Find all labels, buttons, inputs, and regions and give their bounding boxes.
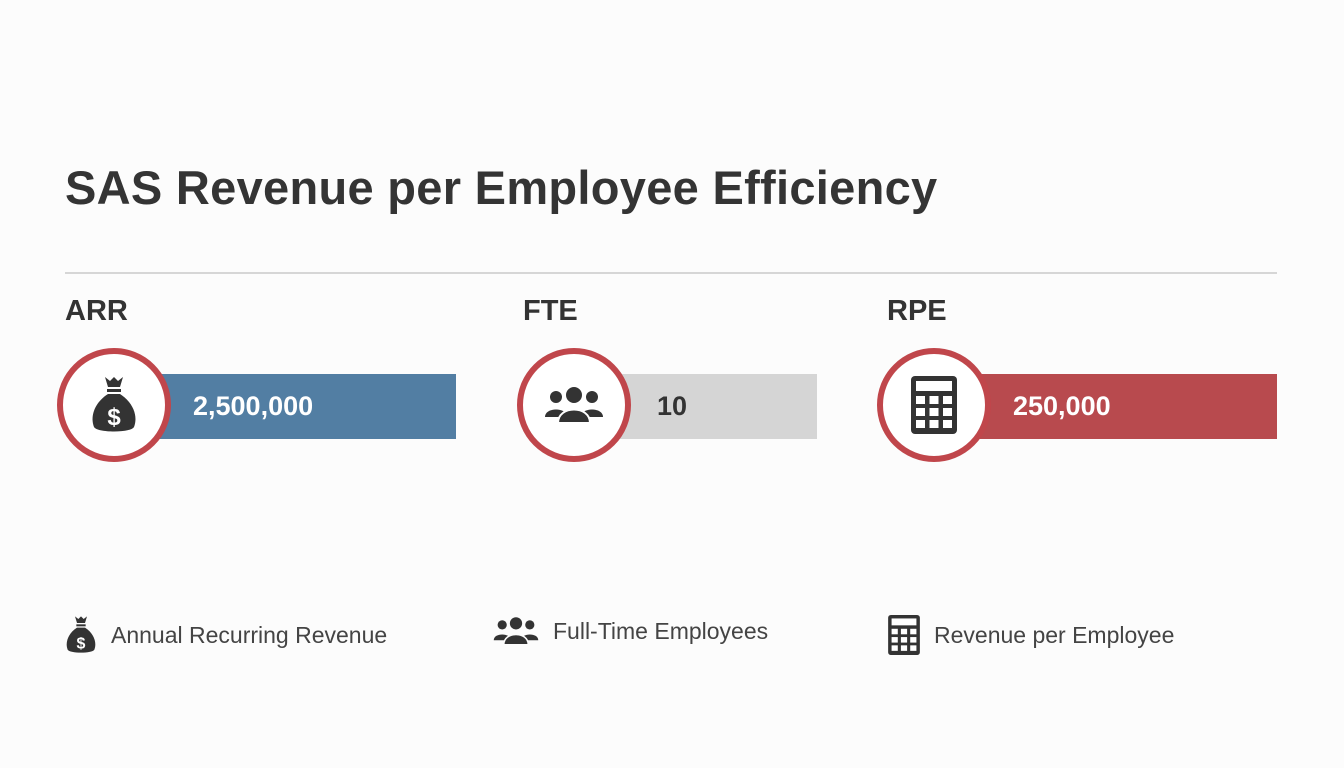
calculator-icon — [888, 615, 920, 655]
users-icon — [545, 385, 603, 424]
users-icon — [493, 615, 539, 646]
metric-bar: 250,000 — [967, 374, 1277, 439]
metric-bar: 10 — [607, 374, 817, 439]
icon-circle: $ — [57, 348, 171, 462]
metric-value: 250,000 — [1013, 391, 1111, 421]
metric-value: 2,500,000 — [193, 391, 314, 421]
legend-item-rpe: Revenue per Employee — [888, 615, 1174, 655]
legend-text: Revenue per Employee — [934, 621, 1175, 648]
money-bag-icon: $ — [92, 377, 136, 432]
svg-text:$: $ — [77, 635, 86, 652]
page-title: SAS Revenue per Employee Efficiency — [65, 161, 938, 214]
metric-fte: FTE 10 — [517, 295, 937, 475]
legend-text: Full-Time Employees — [553, 617, 769, 644]
calculator-icon — [911, 376, 957, 434]
metric-label: ARR — [65, 295, 128, 327]
metric-arr: ARR 2,500,000 $ — [57, 295, 477, 475]
legend-item-fte: Full-Time Employees — [493, 615, 768, 647]
legend-text: Annual Recurring Revenue — [111, 621, 388, 648]
metric-value: 10 — [657, 391, 688, 421]
metric-rpe: RPE 250,000 — [877, 295, 1297, 475]
metric-label: RPE — [887, 295, 947, 327]
icon-circle — [517, 348, 631, 462]
legend-item-arr: $ Annual Recurring Revenue — [65, 615, 387, 655]
icon-circle — [877, 348, 991, 462]
divider — [65, 272, 1277, 274]
money-bag-icon: $ — [66, 616, 96, 653]
svg-text:$: $ — [107, 404, 121, 431]
metric-bar: 2,500,000 — [147, 374, 456, 439]
metric-label: FTE — [523, 295, 578, 327]
